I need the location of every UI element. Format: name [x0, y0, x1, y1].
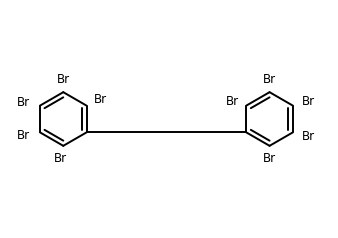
- Text: Br: Br: [263, 152, 276, 165]
- Text: Br: Br: [302, 94, 315, 108]
- Text: Br: Br: [57, 73, 70, 86]
- Text: Br: Br: [54, 152, 67, 165]
- Text: Br: Br: [17, 96, 30, 109]
- Text: Br: Br: [302, 130, 315, 144]
- Text: Br: Br: [17, 129, 30, 142]
- Text: Br: Br: [94, 94, 107, 106]
- Text: Br: Br: [263, 73, 276, 86]
- Text: Br: Br: [226, 94, 239, 108]
